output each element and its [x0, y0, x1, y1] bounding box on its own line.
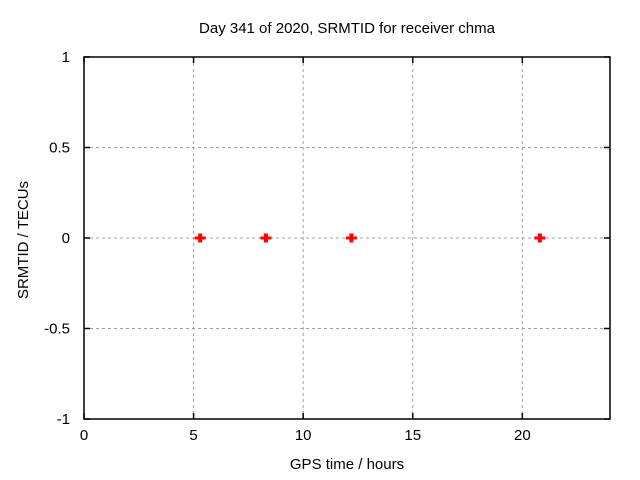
y-tick-label: 0: [62, 230, 70, 247]
y-tick-label: 1: [62, 49, 70, 66]
x-tick-label: 5: [189, 427, 197, 444]
chart-title: Day 341 of 2020, SRMTID for receiver chm…: [199, 20, 495, 37]
x-tick-label: 0: [80, 427, 88, 444]
y-tick-label: 0.5: [49, 140, 70, 157]
y-tick-label: -0.5: [44, 321, 70, 338]
y-axis-label: SRMTID / TECUs: [15, 180, 32, 300]
x-tick-label: 15: [404, 427, 421, 444]
x-tick-label: 10: [295, 427, 312, 444]
x-tick-label: 20: [514, 427, 531, 444]
x-axis-label: GPS time / hours: [289, 456, 405, 473]
y-tick-label: -1: [57, 411, 70, 428]
